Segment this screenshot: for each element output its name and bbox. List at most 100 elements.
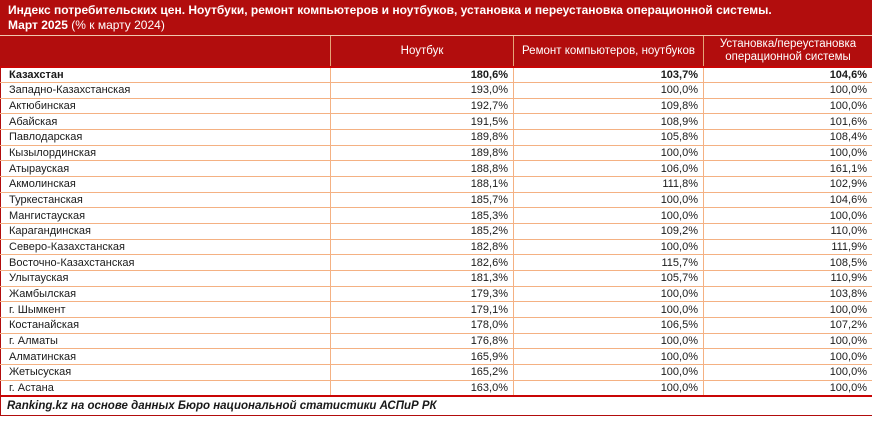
- table-row: Атырауская 188,8% 106,0% 161,1%: [0, 160, 872, 178]
- region-cell: Восточно-Казахстанская: [0, 254, 331, 272]
- laptop-value-cell: 188,1%: [330, 176, 514, 193]
- os-install-value-cell: 104,6%: [703, 66, 872, 84]
- os-install-value-cell: 101,6%: [703, 113, 872, 131]
- laptop-value-cell: 185,7%: [330, 191, 514, 209]
- title-band: Индекс потребительских цен. Ноутбуки, ре…: [0, 0, 872, 36]
- table-row: Восточно-Казахстанская 182,6% 115,7% 108,5%: [0, 254, 872, 272]
- region-cell: Карагандинская: [0, 223, 331, 240]
- repair-value-cell: 100,0%: [513, 332, 704, 350]
- os-install-value-cell: 102,9%: [703, 176, 872, 193]
- laptop-value-cell: 163,0%: [330, 379, 514, 397]
- region-cell: Западно-Казахстанская: [0, 82, 331, 99]
- repair-value-cell: 100,0%: [513, 379, 704, 397]
- region-cell: Атырауская: [0, 160, 331, 178]
- region-cell: г. Шымкент: [0, 301, 331, 318]
- os-install-value-cell: 107,2%: [703, 317, 872, 334]
- laptop-value-cell: 165,2%: [330, 363, 514, 381]
- laptop-value-cell: 176,8%: [330, 332, 514, 350]
- table-row: Западно-Казахстанская 193,0% 100,0% 100,0%: [0, 82, 872, 99]
- repair-value-cell: 106,5%: [513, 317, 704, 334]
- laptop-value-cell: 185,2%: [330, 223, 514, 240]
- repair-value-cell: 106,0%: [513, 160, 704, 178]
- os-install-value-cell: 104,6%: [703, 191, 872, 209]
- os-install-value-cell: 100,0%: [703, 301, 872, 318]
- os-install-value-cell: 110,0%: [703, 223, 872, 240]
- repair-value-cell: 100,0%: [513, 82, 704, 99]
- laptop-value-cell: 189,8%: [330, 144, 514, 162]
- page-title: Индекс потребительских цен. Ноутбуки, ре…: [8, 3, 772, 17]
- table-row: Актюбинская 192,7% 109,8% 100,0%: [0, 97, 872, 115]
- repair-value-cell: 105,8%: [513, 129, 704, 146]
- region-cell: Жетысуская: [0, 363, 331, 381]
- os-install-value-cell: 100,0%: [703, 332, 872, 350]
- region-cell: Туркестанская: [0, 191, 331, 209]
- table-row: Абайская 191,5% 108,9% 101,6%: [0, 113, 872, 131]
- region-cell: Актюбинская: [0, 97, 331, 115]
- region-cell: Казахстан: [0, 66, 331, 84]
- table-row: Казахстан 180,6% 103,7% 104,6%: [0, 66, 872, 84]
- col-header-laptop: Ноутбук: [330, 36, 514, 68]
- laptop-value-cell: 185,3%: [330, 207, 514, 225]
- os-install-value-cell: 100,0%: [703, 348, 872, 365]
- repair-value-cell: 105,7%: [513, 270, 704, 287]
- table-row: Павлодарская 189,8% 105,8% 108,4%: [0, 129, 872, 146]
- region-cell: г. Астана: [0, 379, 331, 397]
- os-install-value-cell: 108,5%: [703, 254, 872, 272]
- cpi-table: Ноутбук Ремонт компьютеров, ноутбуков Ус…: [0, 36, 872, 417]
- repair-value-cell: 100,0%: [513, 301, 704, 318]
- os-install-value-cell: 161,1%: [703, 160, 872, 178]
- repair-value-cell: 103,7%: [513, 66, 704, 84]
- repair-value-cell: 100,0%: [513, 363, 704, 381]
- subtitle-period: Март 2025: [8, 18, 68, 32]
- table-row: Жамбылская 179,3% 100,0% 103,8%: [0, 285, 872, 303]
- footer-row: Ranking.kz на основе данных Бюро национа…: [0, 394, 872, 416]
- region-cell: Кызылординская: [0, 144, 331, 162]
- table-row: Жетысуская 165,2% 100,0% 100,0%: [0, 363, 872, 381]
- region-cell: Улытауская: [0, 270, 331, 287]
- os-install-value-cell: 108,4%: [703, 129, 872, 146]
- table-row: Карагандинская 185,2% 109,2% 110,0%: [0, 223, 872, 240]
- repair-value-cell: 109,2%: [513, 223, 704, 240]
- region-cell: Акмолинская: [0, 176, 331, 193]
- region-cell: Костанайская: [0, 317, 331, 334]
- source-note: Ranking.kz на основе данных Бюро национа…: [0, 394, 872, 416]
- laptop-value-cell: 179,3%: [330, 285, 514, 303]
- laptop-value-cell: 181,3%: [330, 270, 514, 287]
- os-install-value-cell: 100,0%: [703, 97, 872, 115]
- repair-value-cell: 109,8%: [513, 97, 704, 115]
- table-row: Туркестанская 185,7% 100,0% 104,6%: [0, 191, 872, 209]
- os-install-value-cell: 100,0%: [703, 144, 872, 162]
- os-install-value-cell: 100,0%: [703, 363, 872, 381]
- region-cell: Жамбылская: [0, 285, 331, 303]
- table-row: г. Астана 163,0% 100,0% 100,0%: [0, 379, 872, 397]
- repair-value-cell: 100,0%: [513, 285, 704, 303]
- laptop-value-cell: 182,8%: [330, 238, 514, 256]
- repair-value-cell: 100,0%: [513, 207, 704, 225]
- laptop-value-cell: 179,1%: [330, 301, 514, 318]
- table-row: Улытауская 181,3% 105,7% 110,9%: [0, 270, 872, 287]
- laptop-value-cell: 191,5%: [330, 113, 514, 131]
- laptop-value-cell: 182,6%: [330, 254, 514, 272]
- os-install-value-cell: 100,0%: [703, 379, 872, 397]
- laptop-value-cell: 180,6%: [330, 66, 514, 84]
- laptop-value-cell: 189,8%: [330, 129, 514, 146]
- col-header-region: [0, 36, 331, 68]
- header-row: Ноутбук Ремонт компьютеров, ноутбуков Ус…: [0, 36, 872, 68]
- laptop-value-cell: 193,0%: [330, 82, 514, 99]
- repair-value-cell: 111,8%: [513, 176, 704, 193]
- os-install-value-cell: 103,8%: [703, 285, 872, 303]
- table-row: Северо-Казахстанская 182,8% 100,0% 111,9%: [0, 238, 872, 256]
- repair-value-cell: 100,0%: [513, 191, 704, 209]
- col-header-repair: Ремонт компьютеров, ноутбуков: [513, 36, 704, 68]
- region-cell: г. Алматы: [0, 332, 331, 350]
- table-row: г. Алматы 176,8% 100,0% 100,0%: [0, 332, 872, 350]
- os-install-value-cell: 100,0%: [703, 82, 872, 99]
- table-row: Кызылординская 189,8% 100,0% 100,0%: [0, 144, 872, 162]
- subtitle-basis: (% к марту 2024): [67, 18, 165, 32]
- region-cell: Северо-Казахстанская: [0, 238, 331, 256]
- os-install-value-cell: 100,0%: [703, 207, 872, 225]
- laptop-value-cell: 192,7%: [330, 97, 514, 115]
- laptop-value-cell: 165,9%: [330, 348, 514, 365]
- laptop-value-cell: 188,8%: [330, 160, 514, 178]
